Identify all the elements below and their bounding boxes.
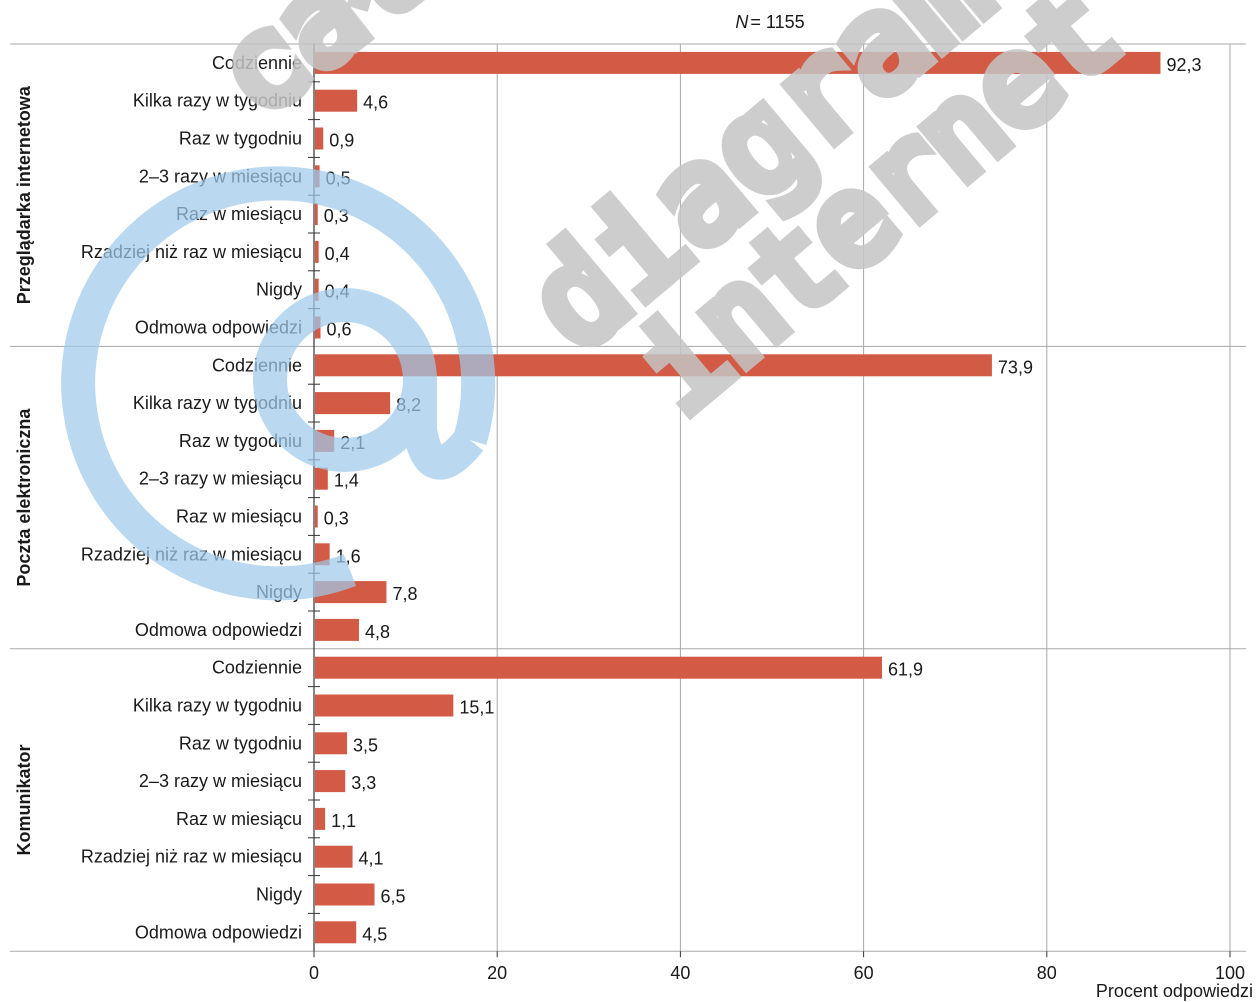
category-label: Codziennie	[212, 658, 302, 678]
category-label: Odmowa odpowiedzi	[135, 620, 302, 640]
bar	[315, 732, 348, 755]
group-label: Przeglądarka internetowa	[14, 85, 34, 304]
value-label: 3,3	[351, 773, 376, 793]
value-label: 4,6	[363, 93, 388, 113]
value-label: 4,8	[365, 622, 390, 642]
category-label: Kilka razy w tygodniu	[133, 91, 302, 111]
x-axis-title: Procent odpowiedzi	[1096, 981, 1253, 1001]
bar	[315, 845, 353, 868]
value-label: 1,4	[334, 471, 359, 491]
bars	[315, 51, 1161, 944]
category-label: 2–3 razy w miesiącu	[139, 771, 302, 791]
bar	[315, 240, 319, 263]
category-label: Odmowa odpowiedzi	[135, 318, 302, 338]
category-label: Raz w tygodniu	[179, 129, 302, 149]
category-label: Raz w tygodniu	[179, 733, 302, 753]
value-label: 73,9	[998, 357, 1033, 377]
value-label: 4,1	[359, 849, 384, 869]
bar	[315, 921, 357, 944]
bar	[315, 807, 326, 830]
value-label: 0,9	[329, 131, 354, 151]
value-label: 0,6	[326, 320, 351, 340]
x-tick-label: 0	[309, 963, 319, 983]
group-label: Komunikator	[14, 744, 34, 855]
category-label: Odmowa odpowiedzi	[135, 922, 302, 942]
value-label: 1,1	[331, 811, 356, 831]
value-label: 7,8	[392, 584, 417, 604]
bar	[315, 392, 391, 415]
x-tick-label: 100	[1215, 963, 1245, 983]
bar	[315, 656, 883, 679]
value-label: 0,4	[325, 244, 350, 264]
labels: 0 20 40 60 80 100 Przeglądarka internetowa Codz…	[14, 53, 1245, 983]
value-label: 0,3	[324, 509, 349, 529]
bar	[315, 618, 359, 641]
category-label: Raz w miesiącu	[176, 507, 302, 527]
category-label: 2–3 razy w miesiącu	[139, 469, 302, 489]
bar	[315, 883, 375, 906]
category-label: Kilka razy w tygodniu	[133, 696, 302, 716]
x-tick-label: 40	[670, 963, 690, 983]
bar	[315, 127, 324, 150]
bar	[315, 467, 328, 490]
bar	[315, 505, 318, 528]
sample-size-annotation: N = 1155	[735, 12, 804, 32]
category-label: Nigdy	[256, 280, 302, 300]
group-label: Poczta elektroniczna	[14, 408, 34, 587]
bar	[315, 694, 454, 717]
category-label: Raz w miesiącu	[176, 809, 302, 829]
x-tick-label: 60	[854, 963, 874, 983]
x-tick-label: 80	[1037, 963, 1057, 983]
value-label: 6,5	[381, 887, 406, 907]
bar	[315, 203, 318, 226]
category-label: Raz w tygodniu	[179, 431, 302, 451]
bar	[315, 278, 319, 301]
value-label: 4,5	[362, 924, 387, 944]
value-label: 3,5	[353, 735, 378, 755]
bar	[315, 543, 330, 566]
value-label: 61,9	[888, 660, 923, 680]
bar	[315, 51, 1161, 74]
category-label: Rzadziej niż raz w miesiącu	[81, 847, 302, 867]
category-label: Nigdy	[256, 885, 302, 905]
value-label: 92,3	[1166, 55, 1201, 75]
gridlines	[10, 43, 1246, 952]
value-label: 15,1	[459, 698, 494, 718]
at-sign-watermark	[61, 166, 496, 601]
bar	[315, 770, 346, 793]
category-label: Codziennie	[212, 53, 302, 73]
bar	[315, 89, 358, 112]
watermark: całość diagram internet	[61, 0, 1151, 601]
x-tick-label: 20	[487, 963, 507, 983]
